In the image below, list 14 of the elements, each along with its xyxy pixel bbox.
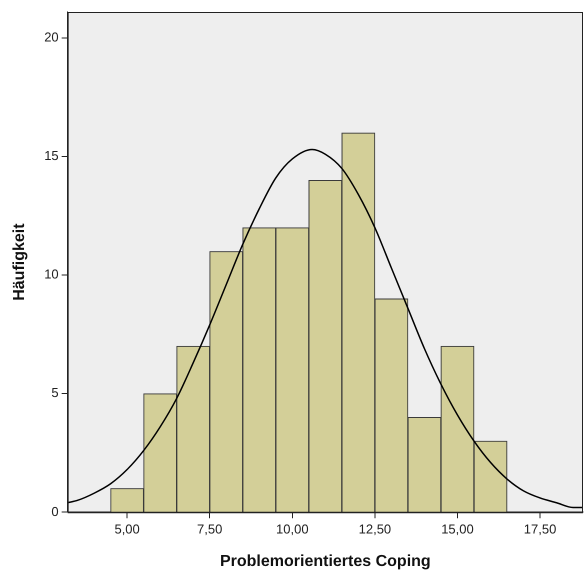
y-tick-label: 10 bbox=[44, 266, 59, 282]
y-tick-label: 15 bbox=[44, 148, 59, 164]
y-tick-label: 20 bbox=[44, 30, 59, 45]
y-axis-title: Häufigkeit bbox=[11, 222, 28, 301]
y-tick-label: 5 bbox=[51, 385, 59, 400]
x-tick-label: 12,50 bbox=[358, 522, 392, 537]
x-axis-title: Problemorientiertes Coping bbox=[220, 552, 431, 570]
x-tick-label: 7,50 bbox=[197, 522, 222, 537]
x-tick-label: 10,00 bbox=[276, 522, 309, 537]
x-tick-label: 17,50 bbox=[524, 522, 556, 537]
y-tick-label: 0 bbox=[51, 504, 59, 519]
x-tick-label: 5,00 bbox=[114, 522, 140, 537]
x-tick-label: 15,00 bbox=[441, 522, 474, 537]
line-series bbox=[68, 148, 583, 508]
